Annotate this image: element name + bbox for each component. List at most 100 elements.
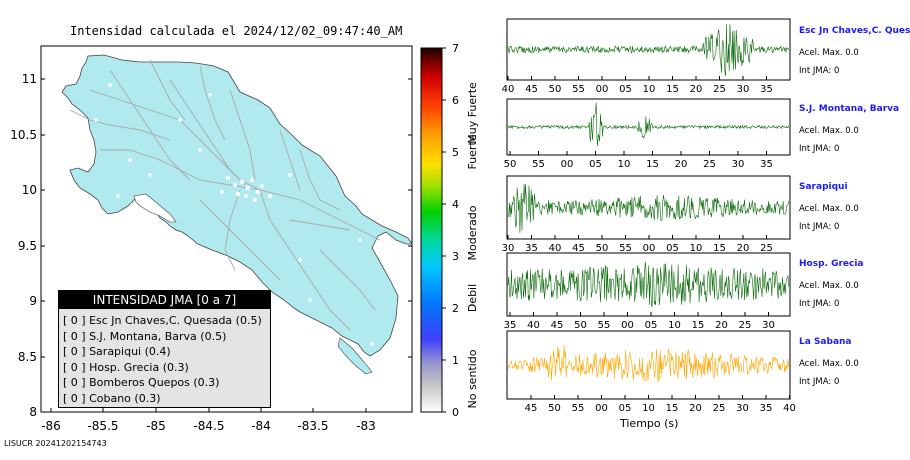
waveform-tick-label: 20 xyxy=(737,243,750,254)
waveform-tick-label: 45 xyxy=(525,84,538,95)
panel-station-name: Sarapiqui xyxy=(799,182,848,192)
waveform-tick-label: 00 xyxy=(561,159,574,170)
waveform-tick-label: 50 xyxy=(548,403,561,414)
panel-station-name: S.J. Montana, Barva xyxy=(799,104,900,114)
map-x-tick: -85.5 xyxy=(87,419,118,433)
colorbar xyxy=(420,47,443,413)
map-y-tick: 10.5 xyxy=(10,128,37,142)
waveform-tick-label: 05 xyxy=(666,243,679,254)
panel-int: Int JMA: 0 xyxy=(799,222,840,232)
waveform-tick-label: 10 xyxy=(618,159,631,170)
waveform-tick-label: 15 xyxy=(666,84,679,95)
waveform-frame xyxy=(506,252,791,317)
waveform-tick-label: 10 xyxy=(643,84,656,95)
waveform-tick-label: 40 xyxy=(549,243,562,254)
map-x-tick: -86 xyxy=(41,419,61,433)
waveform-tick-label: 20 xyxy=(690,84,703,95)
waveform-tick-label: 25 xyxy=(760,243,773,254)
waveform-tick-label: 40 xyxy=(783,403,796,414)
waveform-tick-label: 20 xyxy=(675,159,688,170)
legend-item: [ 0 ] Sarapiqui (0.4) xyxy=(63,345,171,359)
waveform-tick-label: 15 xyxy=(666,403,679,414)
waveform-tick-label: 30 xyxy=(736,403,749,414)
waveform-tick-label: 35 xyxy=(760,84,773,95)
waveform-tick-label: 50 xyxy=(574,320,587,331)
landmass xyxy=(61,54,412,357)
panel-acel: Acel. Max. 0.0 xyxy=(799,359,859,369)
waveform-tick-label: 35 xyxy=(504,320,517,331)
waveform-tick-label: 55 xyxy=(572,403,585,414)
panel-int: Int JMA: 0 xyxy=(799,144,840,154)
waveform-tick-label: 10 xyxy=(642,403,655,414)
waveform-tick-label: 00 xyxy=(621,320,634,331)
waveform-panel: 40 45 50 55 00 05 10 15 20 25 30 35 xyxy=(502,18,791,95)
waveform-tick-label: 25 xyxy=(713,84,726,95)
waveform-tick-label: 30 xyxy=(732,159,745,170)
panel-acel: Acel. Max. 0.0 xyxy=(799,204,859,214)
map-y-tick: 11 xyxy=(22,72,37,86)
waveform-tick-label: 20 xyxy=(715,320,728,331)
waveform-trace xyxy=(507,102,789,147)
waveform-tick-label: 40 xyxy=(527,320,540,331)
waveform-tick-label: 55 xyxy=(619,243,632,254)
colorbar-label-moderado: Moderado xyxy=(466,205,479,260)
waveform-tick-label: 10 xyxy=(690,243,703,254)
waveform-tick-label: 55 xyxy=(572,84,585,95)
colorbar-tick: 5 xyxy=(452,146,459,159)
waveform-tick-label: 45 xyxy=(551,320,564,331)
waveform-tick-label: 35 xyxy=(760,403,773,414)
map-x-tick: -83 xyxy=(356,419,376,433)
colorbar-label-muy-fuerte: Muy Fuerte xyxy=(466,82,479,144)
colorbar-tick: 3 xyxy=(452,250,459,263)
legend-title: INTENSIDAD JMA [0 a 7] xyxy=(59,291,270,309)
legend-item: [ 0 ] Hosp. Grecia (0.3) xyxy=(63,360,189,374)
colorbar-tick: 7 xyxy=(452,42,459,55)
waveform-tick-label: 30 xyxy=(737,84,750,95)
waveform-trace xyxy=(507,183,789,234)
legend-item: [ 0 ] Esc Jn Chaves,C. Quesada (0.5) xyxy=(63,314,262,327)
waveform-tick-label: 55 xyxy=(598,320,611,331)
waveform-tick-label: 05 xyxy=(589,159,602,170)
waveform-tick-label: 20 xyxy=(689,403,702,414)
panel-station-name: Hosp. Grecia xyxy=(799,259,864,269)
waveform-panel: 50 55 00 05 10 15 20 25 30 35 xyxy=(504,98,791,170)
waveform-tick-label: 30 xyxy=(762,320,775,331)
waveform-tick-label: 05 xyxy=(619,84,632,95)
map-y-axis: 11 10.5 10 9.5 9 8.5 8 xyxy=(10,72,412,419)
waveform-tick-label: 00 xyxy=(595,403,608,414)
panel-station-name: La Sabana xyxy=(799,337,852,347)
colorbar-tick: 4 xyxy=(452,198,459,211)
colorbar-tick: 0 xyxy=(452,406,459,419)
waveform-panels: 40 45 50 55 00 05 10 15 20 25 30 35 50 55 00 05 10 15 20 25… xyxy=(502,18,796,414)
map-y-tick: 9 xyxy=(29,294,37,308)
colorbar-label-fuerte: Fuerte xyxy=(466,134,479,169)
waveform-tick-label: 25 xyxy=(713,403,726,414)
waveform-tick-label: 15 xyxy=(692,320,705,331)
map-x-tick: -84 xyxy=(251,419,271,433)
waveform-tick-label: 25 xyxy=(739,320,752,331)
waveform-tick-label: 05 xyxy=(645,320,658,331)
panel-acel: Acel. Max. 0.0 xyxy=(799,48,859,58)
waveform-tick-label: 30 xyxy=(502,243,515,254)
waveform-tick-label: 50 xyxy=(549,84,562,95)
colorbar-tick: 1 xyxy=(452,354,459,367)
map-y-tick: 9.5 xyxy=(18,239,37,253)
map-x-tick: -83.5 xyxy=(297,419,328,433)
waveform-trace xyxy=(507,344,789,382)
map-x-tick: -85 xyxy=(146,419,166,433)
waveform-tick-label: 45 xyxy=(525,403,538,414)
waveform-tick-label: 45 xyxy=(572,243,585,254)
legend-item: [ 0 ] Bomberos Quepos (0.3) xyxy=(63,376,220,390)
waveform-tick-label: 40 xyxy=(502,84,515,95)
colorbar-label-no-sentido: No sentido xyxy=(466,349,479,408)
colorbar-tick: 6 xyxy=(452,94,459,107)
footer-id: LISUCR 20241202154743 xyxy=(4,439,107,448)
time-axis-label: Tiempo (s) xyxy=(620,417,679,430)
waveform-panel: 30 35 40 45 50 55 00 05 10 15 20 25 xyxy=(502,175,791,254)
map-y-tick: 8 xyxy=(29,405,37,419)
waveform-tick-label: 05 xyxy=(619,403,632,414)
waveform-tick-label: 00 xyxy=(596,84,609,95)
map-x-axis: -86 -85.5 -85 -84.5 -84 -83.5 -83 xyxy=(41,408,376,433)
colorbar-label-debil: Debil xyxy=(466,284,479,312)
panel-int: Int JMA: 0 xyxy=(799,377,840,387)
